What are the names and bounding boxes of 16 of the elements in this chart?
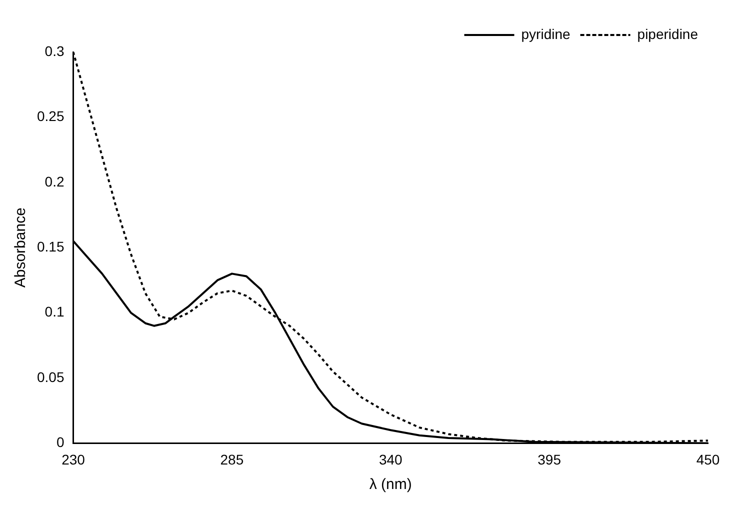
y-axis-title: Absorbance <box>12 208 30 288</box>
x-tick-label: 450 <box>696 451 720 468</box>
y-tick-label: 0.05 <box>37 368 64 385</box>
legend-label: pyridine <box>521 26 571 42</box>
y-tick-label: 0.25 <box>37 108 64 124</box>
x-tick-label: 230 <box>62 451 86 468</box>
x-tick-label: 395 <box>538 451 562 468</box>
y-tick-label: 0 <box>56 434 64 450</box>
y-tick-label: 0.2 <box>44 173 64 190</box>
legend-label: piperidine <box>637 26 698 42</box>
x-axis-title: λ (nm) <box>369 476 412 494</box>
x-tick-label: 340 <box>378 451 403 468</box>
x-tick-label: 285 <box>220 451 244 468</box>
y-tick-label: 0.3 <box>44 42 64 59</box>
y-tick-label: 0.15 <box>37 238 64 254</box>
y-tick-label: 0.1 <box>44 304 64 320</box>
